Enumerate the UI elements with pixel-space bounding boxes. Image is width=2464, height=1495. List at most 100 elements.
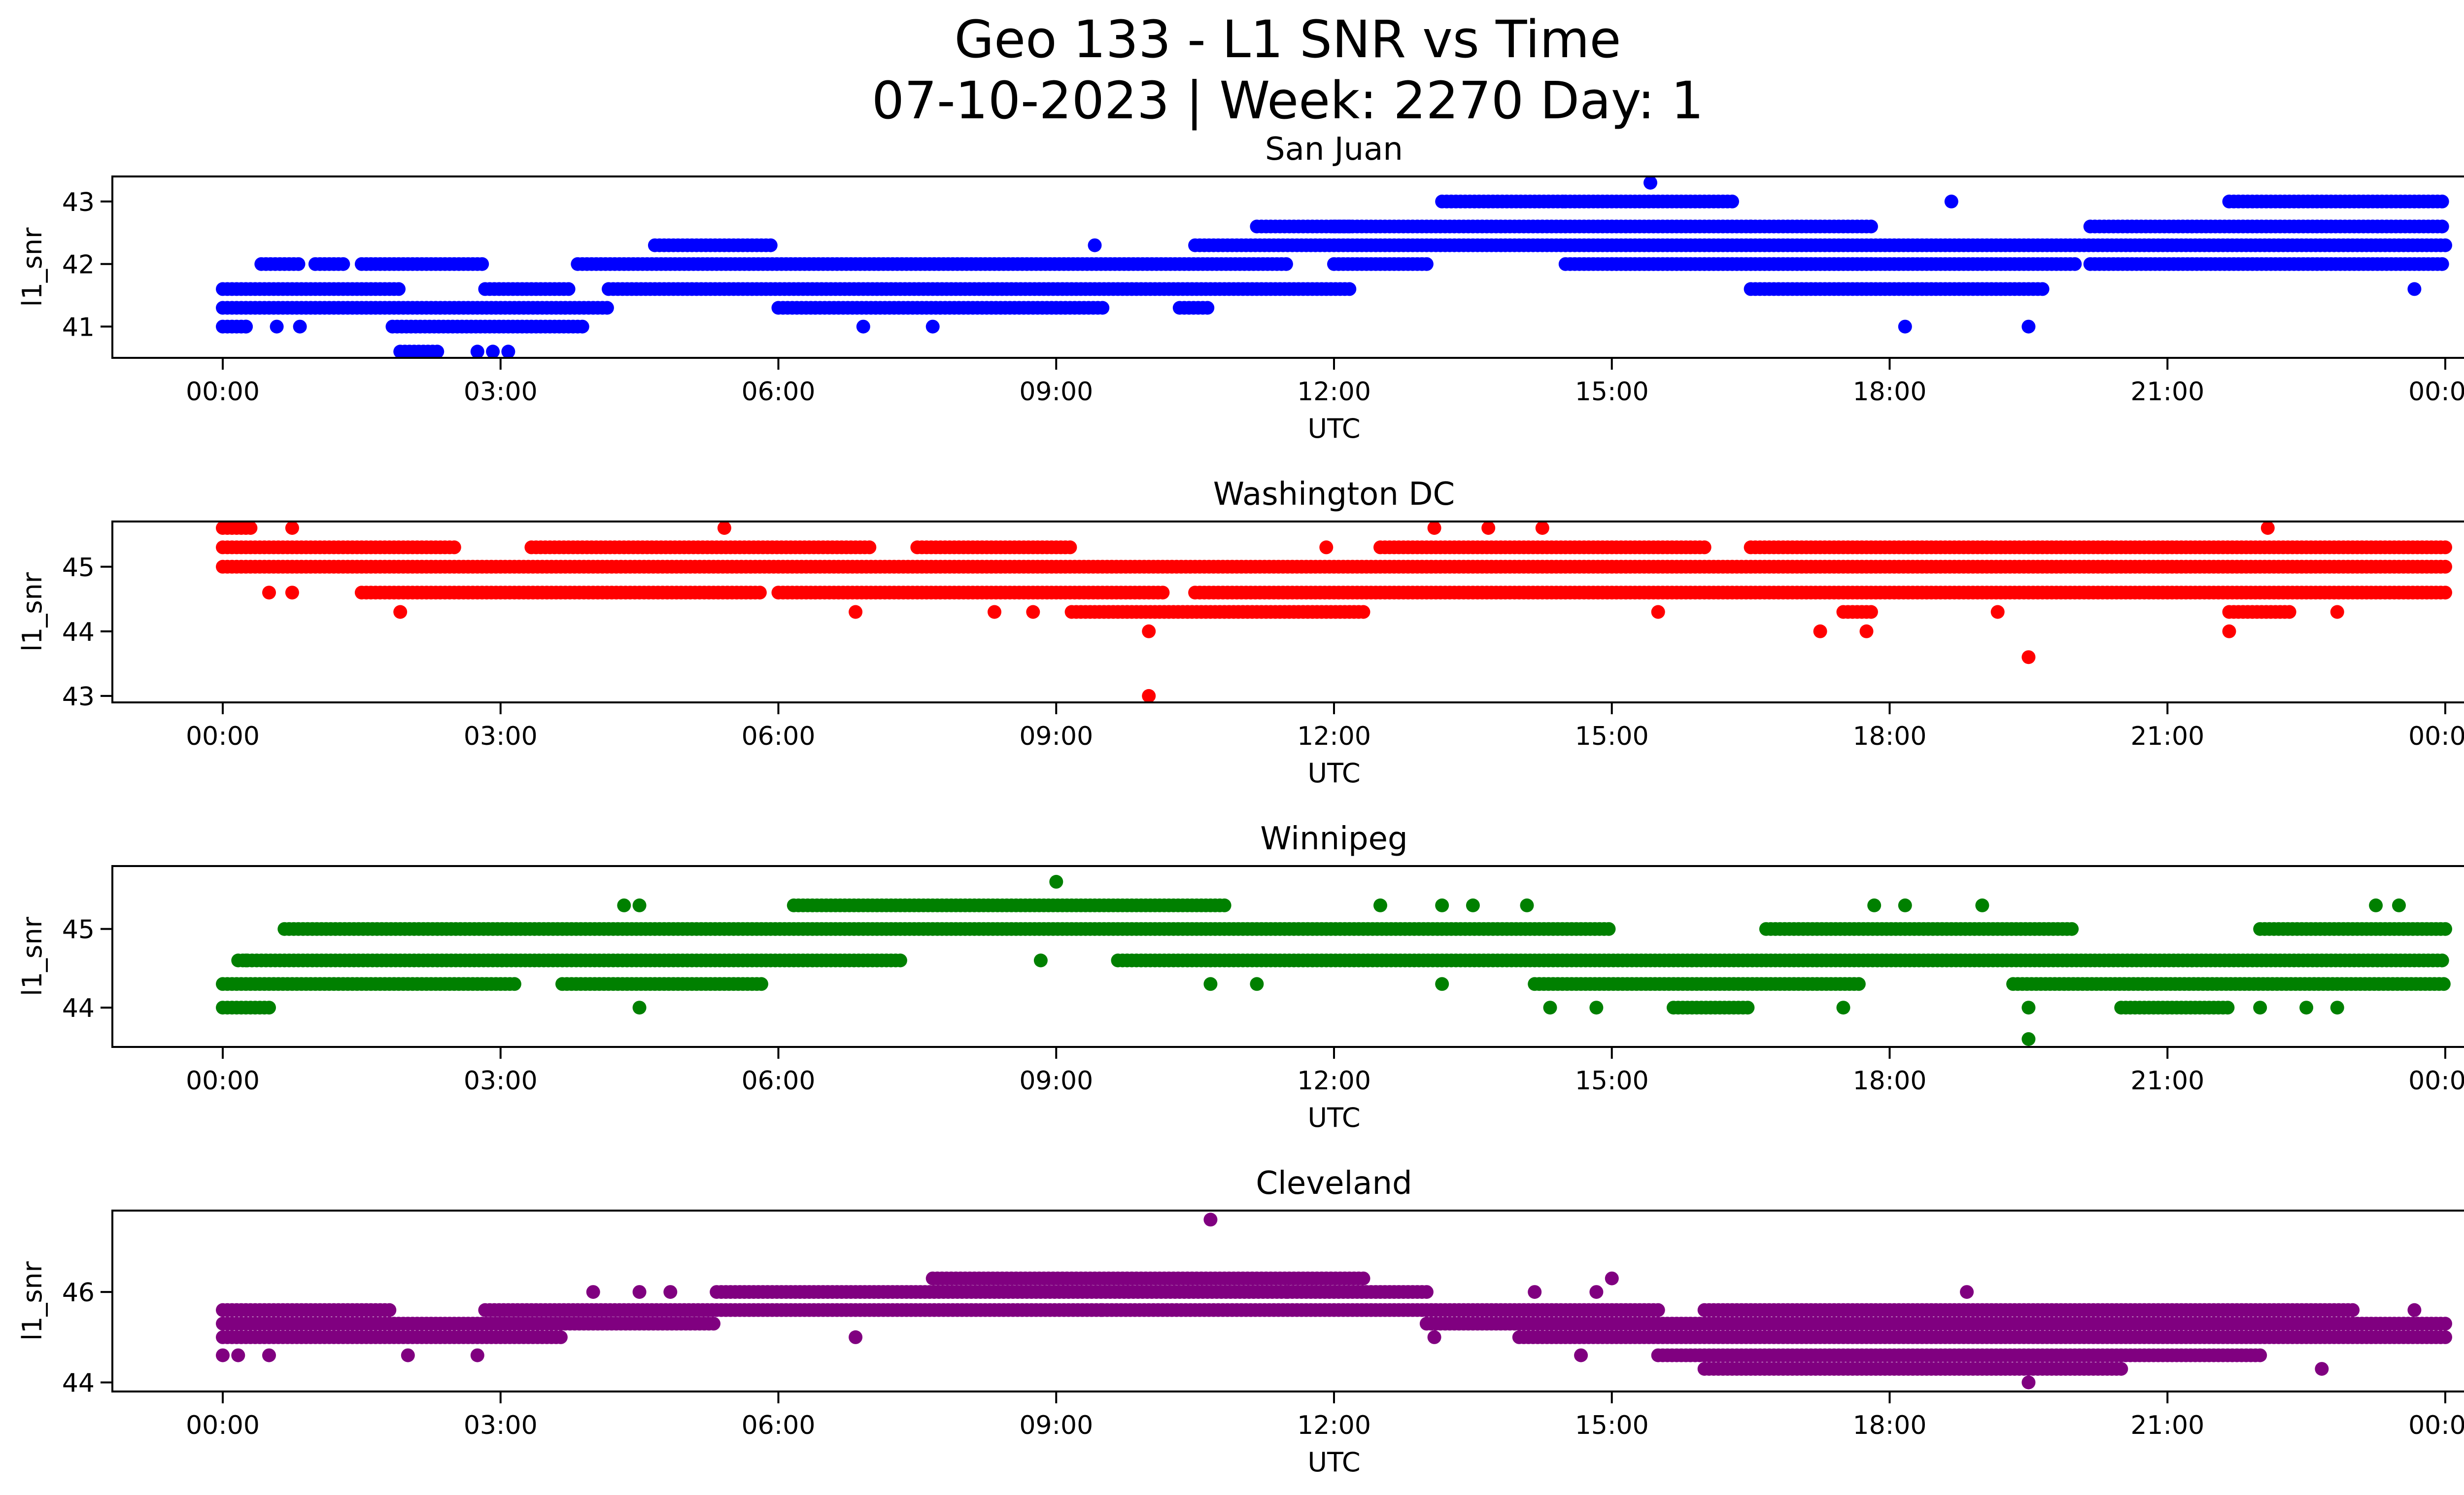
data-point: [632, 1001, 647, 1015]
data-point: [2438, 922, 2452, 936]
data-points: [216, 176, 2452, 358]
data-point: [1975, 898, 1989, 912]
x-tick-label: 12:00: [1297, 722, 1371, 751]
data-point: [1643, 176, 1657, 190]
data-point: [1481, 522, 1496, 535]
x-tick-label: 06:00: [742, 722, 816, 751]
figure-title: Geo 133 - L1 SNR vs Time 07-10-2023 | We…: [0, 9, 2464, 131]
panel-title: San Juan: [1265, 131, 1403, 168]
data-point: [2438, 238, 2452, 252]
x-axis-label: UTC: [1307, 413, 1360, 444]
data-point: [486, 345, 500, 358]
data-point: [1535, 522, 1549, 535]
x-tick-label: 09:00: [1019, 377, 1093, 407]
data-point: [1049, 874, 1063, 889]
data-point: [1859, 624, 1874, 638]
data-point: [1697, 540, 1711, 555]
data-point: [1063, 540, 1077, 555]
data-point: [1864, 605, 1878, 619]
data-point: [1898, 319, 1912, 334]
data-point: [862, 540, 877, 555]
x-tick-label: 00:00: [186, 377, 260, 407]
data-point: [262, 1001, 276, 1015]
data-point: [1142, 689, 1156, 702]
data-point: [849, 605, 863, 619]
y-axis-label: l1_snr: [17, 916, 48, 996]
y-axis-label: l1_snr: [17, 227, 48, 307]
x-tick-label: 15:00: [1575, 722, 1649, 751]
x-tick-label: 21:00: [2130, 722, 2204, 751]
data-point: [1435, 898, 1449, 912]
x-tick-label: 03:00: [464, 1066, 538, 1096]
data-point: [1990, 605, 2005, 619]
data-point: [2438, 586, 2452, 600]
x-tick-label: 21:00: [2130, 1066, 2204, 1096]
data-point: [553, 1330, 568, 1344]
data-point: [1944, 194, 1958, 209]
data-point: [430, 345, 445, 358]
data-point: [1373, 898, 1387, 912]
data-point: [1217, 898, 1232, 912]
x-tick-label: 00:00: [186, 1066, 260, 1096]
data-point: [1864, 257, 1878, 271]
data-point: [856, 319, 870, 334]
data-point: [2021, 319, 2036, 334]
data-point: [1864, 219, 1878, 234]
data-point: [1867, 898, 1882, 912]
data-point: [501, 345, 515, 358]
data-points: [216, 1213, 2452, 1390]
x-tick-label: 15:00: [1575, 1066, 1649, 1096]
y-tick-label: 42: [62, 250, 95, 280]
data-point: [1898, 898, 1912, 912]
data-point: [2260, 522, 2275, 535]
data-points: [216, 874, 2452, 1046]
data-point: [1142, 624, 1156, 638]
data-point: [763, 238, 778, 252]
x-tick-label: 21:00: [2130, 377, 2204, 407]
data-point: [2435, 219, 2449, 234]
data-point: [336, 257, 350, 271]
data-point: [393, 605, 408, 619]
x-tick-label: 06:00: [742, 377, 816, 407]
data-point: [1203, 977, 1218, 991]
data-point: [2435, 257, 2449, 271]
data-point: [1435, 977, 1449, 991]
panel-title: Winnipeg: [1260, 821, 1407, 857]
data-point: [2392, 898, 2406, 912]
data-point: [1156, 586, 1170, 600]
data-point: [1033, 953, 1048, 968]
x-tick-label: 18:00: [1853, 377, 1927, 407]
data-point: [1836, 1001, 1850, 1015]
data-point: [893, 953, 907, 968]
data-point: [2021, 650, 2036, 664]
data-point: [1200, 301, 1215, 315]
data-point: [2222, 624, 2236, 638]
data-point: [2282, 605, 2296, 619]
data-point: [2438, 1330, 2452, 1344]
data-point: [753, 586, 767, 600]
data-point: [2035, 282, 2050, 296]
x-tick-label: 09:00: [1019, 1066, 1093, 1096]
x-tick-label: 18:00: [1853, 722, 1927, 751]
y-tick-label: 44: [62, 994, 95, 1023]
title-line-1: Geo 133 - L1 SNR vs Time: [954, 9, 1621, 70]
data-point: [707, 1317, 720, 1331]
data-point: [1319, 540, 1334, 555]
data-point: [475, 257, 489, 271]
x-tick-label: 18:00: [1853, 1066, 1927, 1096]
data-point: [293, 319, 307, 334]
data-point: [2435, 953, 2449, 968]
data-point: [988, 605, 1001, 619]
data-point: [243, 522, 258, 535]
y-tick-label: 43: [62, 682, 95, 712]
data-point: [1419, 257, 1434, 271]
x-tick-label: 03:00: [464, 722, 538, 751]
data-point: [717, 522, 731, 535]
data-point: [600, 301, 614, 315]
data-point: [2068, 257, 2082, 271]
data-point: [1543, 1001, 1557, 1015]
data-point: [2021, 1001, 2036, 1015]
y-axis-label: l1_snr: [17, 572, 48, 652]
